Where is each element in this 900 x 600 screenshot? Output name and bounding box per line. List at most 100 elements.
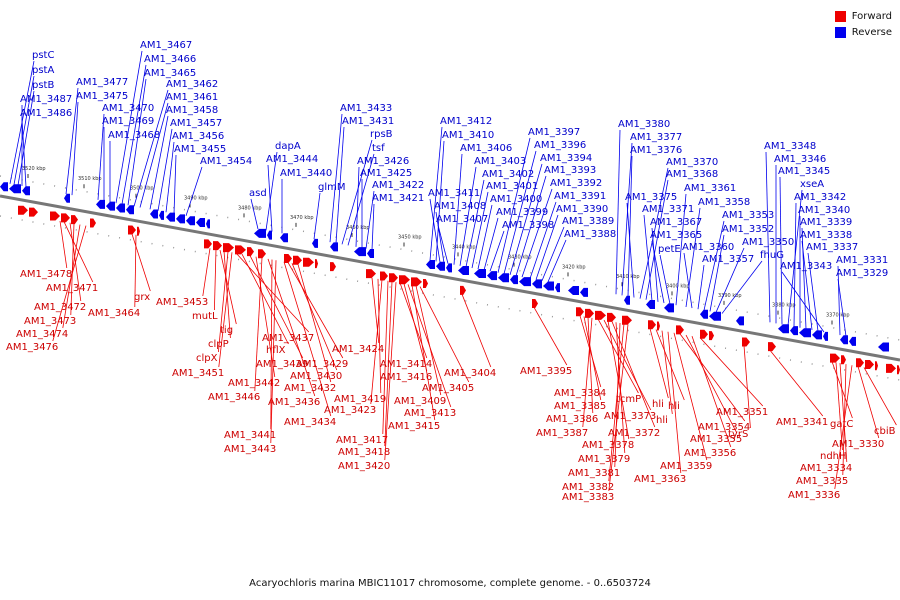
forward-gene-label: AM1_3404: [444, 368, 496, 379]
reverse-label-leader: [265, 151, 278, 231]
reverse-label-leader: [651, 227, 659, 302]
reverse-label-leader: [807, 252, 819, 332]
reverse-label-leader: [435, 140, 445, 262]
forward-label-leader: [685, 334, 738, 434]
reverse-label-leader: [703, 220, 725, 311]
reverse-gene-label: AM1_3408: [434, 201, 486, 212]
forward-label-leader: [582, 317, 593, 428]
axis-tick-label: 3410 kbp: [616, 274, 640, 280]
forward-label-leader: [52, 225, 87, 342]
reverse-label-leader: [13, 75, 35, 185]
forward-gene-label: AM1_3424: [332, 344, 384, 355]
genome-axis: [0, 194, 900, 362]
reverse-label-leader: [65, 87, 79, 195]
reverse-gene-label: AM1_3406: [460, 143, 512, 154]
reverse-gene-label: AM1_3467: [140, 40, 192, 51]
reverse-gene-label: pstB: [32, 80, 54, 91]
reverse-gene-label: AM1_3403: [474, 156, 526, 167]
reverse-gene-label: AM1_3361: [684, 183, 736, 194]
forward-gene-arrow: [71, 215, 78, 225]
forward-label-leader: [370, 279, 383, 405]
forward-gene-arrow: [532, 298, 538, 308]
reverse-gene-arrow: [312, 238, 318, 248]
reverse-gene-label: xseA: [800, 179, 824, 190]
forward-gene-arrow: [841, 355, 846, 365]
forward-gene-label: AM1_3395: [520, 366, 572, 377]
forward-label-leader: [673, 332, 708, 461]
forward-gene-arrow: [137, 226, 140, 236]
forward-label-leader: [415, 285, 442, 396]
reverse-gene-arrow: [799, 328, 811, 338]
reverse-label-leader: [483, 217, 499, 271]
forward-label-leader: [583, 316, 602, 401]
forward-gene-arrow: [657, 321, 660, 331]
reverse-label-leader: [429, 126, 443, 261]
reverse-gene-label: tsf: [372, 143, 385, 154]
forward-gene-arrow: [585, 308, 594, 318]
reverse-gene-label: AM1_3345: [778, 166, 830, 177]
reverse-label-leader: [115, 50, 143, 204]
forward-gene-arrow: [709, 331, 714, 341]
reverse-gene-label: AM1_3486: [20, 108, 72, 119]
reverse-gene-arrow: [532, 279, 542, 289]
forward-gene-label: AM1_3413: [404, 408, 456, 419]
gene-labels: pstC pstA pstB AM1_3487 AM1_3486 AM1_3477 AM1_…: [6, 40, 897, 503]
forward-label-leader: [384, 282, 397, 461]
legend-reverse-label: Reverse: [851, 26, 892, 38]
forward-gene-label: cbiB: [874, 426, 896, 437]
reverse-gene-arrow: [196, 218, 205, 228]
forward-gene-arrow: [380, 271, 388, 281]
reverse-gene-label: AM1_3358: [698, 197, 750, 208]
forward-gene-label: AM1_3356: [684, 448, 736, 459]
reverse-gene-label: AM1_3402: [482, 169, 534, 180]
forward-gene-label: AM1_3478: [20, 269, 72, 280]
forward-gene-label: AM1_3420: [338, 461, 390, 472]
forward-gene-label: AM1_3383: [562, 492, 614, 503]
reverse-gene-label: AM1_3397: [528, 127, 580, 138]
forward-gene-label: AM1_3434: [284, 417, 336, 428]
forward-gene-label: AM1_3432: [284, 383, 336, 394]
forward-gene-arrow: [293, 255, 302, 265]
forward-label-leader: [134, 234, 137, 308]
forward-gene-arrow: [223, 243, 234, 253]
axis-tick-label: 3370 kbp: [826, 313, 850, 319]
reverse-label-leader: [683, 252, 693, 309]
forward-gene-label: AM1_3386: [546, 414, 598, 425]
forward-label-leader: [59, 220, 68, 269]
forward-gene-label: AM1_3471: [46, 283, 98, 294]
reverse-label-leader: [709, 234, 725, 312]
forward-gene-arrow: [258, 249, 266, 259]
reverse-gene-arrow: [498, 273, 509, 283]
forward-label-leader: [579, 315, 602, 388]
legend-reverse: Reverse: [834, 24, 892, 40]
reverse-gene-label: dapA: [275, 141, 301, 152]
reverse-label-leader: [365, 190, 375, 249]
reverse-gene-label: AM1_3343: [780, 261, 832, 272]
forward-gene-label: AM1_3382: [562, 482, 614, 493]
reverse-label-leader: [697, 264, 705, 310]
map-caption: Acaryochloris marina MBIC11017 chromosom…: [249, 578, 651, 589]
forward-gene-arrow: [284, 253, 292, 263]
reverse-gene-arrow: [166, 212, 175, 222]
forward-label-leader: [270, 260, 277, 444]
reverse-gene-arrow: [487, 271, 497, 281]
reverse-gene-arrow: [709, 311, 721, 321]
reverse-label-leader: [639, 167, 669, 299]
forward-gene-arrow: [366, 269, 376, 279]
forward-label-leader: [863, 367, 897, 426]
reverse-gene-label: glmM: [318, 182, 346, 193]
forward-gene-label: AM1_3409: [394, 396, 446, 407]
forward-gene-arrow: [830, 353, 840, 363]
reverse-gene-label: AM1_3400: [490, 194, 542, 205]
axis-tick-label: 3480 kbp: [238, 205, 262, 211]
forward-gene-label: AM1_3387: [536, 428, 588, 439]
forward-gene-label: AM1_3414: [380, 359, 432, 370]
reverse-label-leader: [267, 164, 273, 232]
reverse-label-leader: [71, 101, 79, 196]
reverse-gene-label: AM1_3394: [540, 153, 592, 164]
reverse-gene-arrow: [159, 210, 164, 220]
reverse-gene-label: AM1_3380: [618, 119, 670, 130]
reverse-gene-arrow: [543, 281, 554, 291]
reverse-label-leader: [347, 153, 375, 246]
forward-gene-label: hli: [656, 415, 668, 426]
